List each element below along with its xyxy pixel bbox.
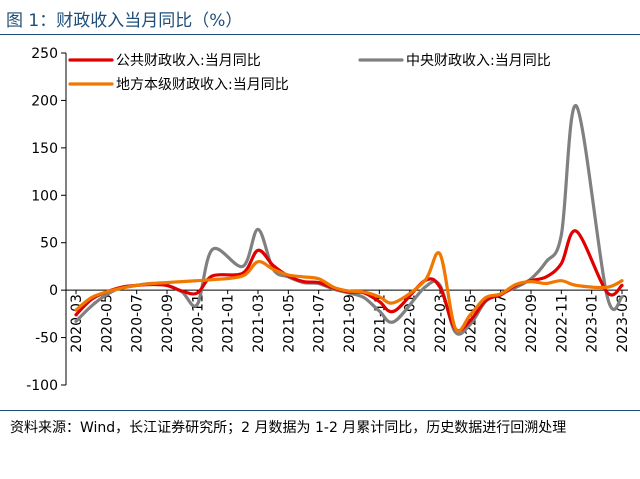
y-tick-label: 100 [31, 188, 58, 204]
x-axis: 2020-03 2020-05 2020-07 2020-09 2020-11 2021-… [66, 289, 631, 353]
y-tick-label: 0 [49, 283, 58, 299]
y-tick-label: 50 [40, 236, 58, 252]
y-tick-label: 200 [31, 93, 58, 109]
legend-label-2: 中央财政收入:当月同比 [406, 53, 551, 69]
source-divider [0, 410, 640, 411]
x-tick-label: 2022-09 [524, 294, 540, 353]
x-tick-label: 2021-03 [251, 294, 267, 353]
y-tick-label: 250 [31, 46, 58, 62]
chart-title: 图 1：财政收入当月同比（%） [6, 11, 243, 31]
legend-label-1: 公共财政收入:当月同比 [116, 53, 261, 69]
x-tick-label: 2021-09 [342, 294, 358, 353]
x-tick-label: 2022-03 [433, 294, 449, 353]
x-tick-label: 2022-11 [554, 294, 570, 353]
x-tick-label: 2021-07 [312, 294, 328, 353]
x-tick-label: 2023-01 [585, 294, 601, 353]
x-tick-label: 2021-05 [281, 294, 297, 353]
legend-label-3: 地方本级财政收入:当月同比 [116, 77, 289, 93]
x-tick-label: 2021-01 [221, 294, 237, 353]
x-tick-label: 2020-05 [99, 294, 115, 353]
source-note: 资料来源：Wind，长江证券研究所；2 月数据为 1-2 月累计同比，历史数据进… [10, 420, 567, 436]
y-tick-label: -100 [26, 378, 58, 394]
y-tick-label: 150 [31, 141, 58, 157]
y-axis: 250 200 150 100 50 0 -50 -100 [26, 46, 67, 394]
x-tick-label: 2022-07 [494, 294, 510, 353]
x-tick-label: 2020-07 [130, 294, 146, 353]
x-tick-label: 2023-03 [615, 294, 631, 353]
y-tick-label: -50 [35, 331, 58, 347]
series-lines [74, 104, 624, 336]
x-tick-label: 2020-11 [190, 294, 206, 353]
series-line-3 [74, 251, 624, 333]
x-tick-label: 2020-09 [160, 294, 176, 353]
title-divider [0, 34, 640, 35]
